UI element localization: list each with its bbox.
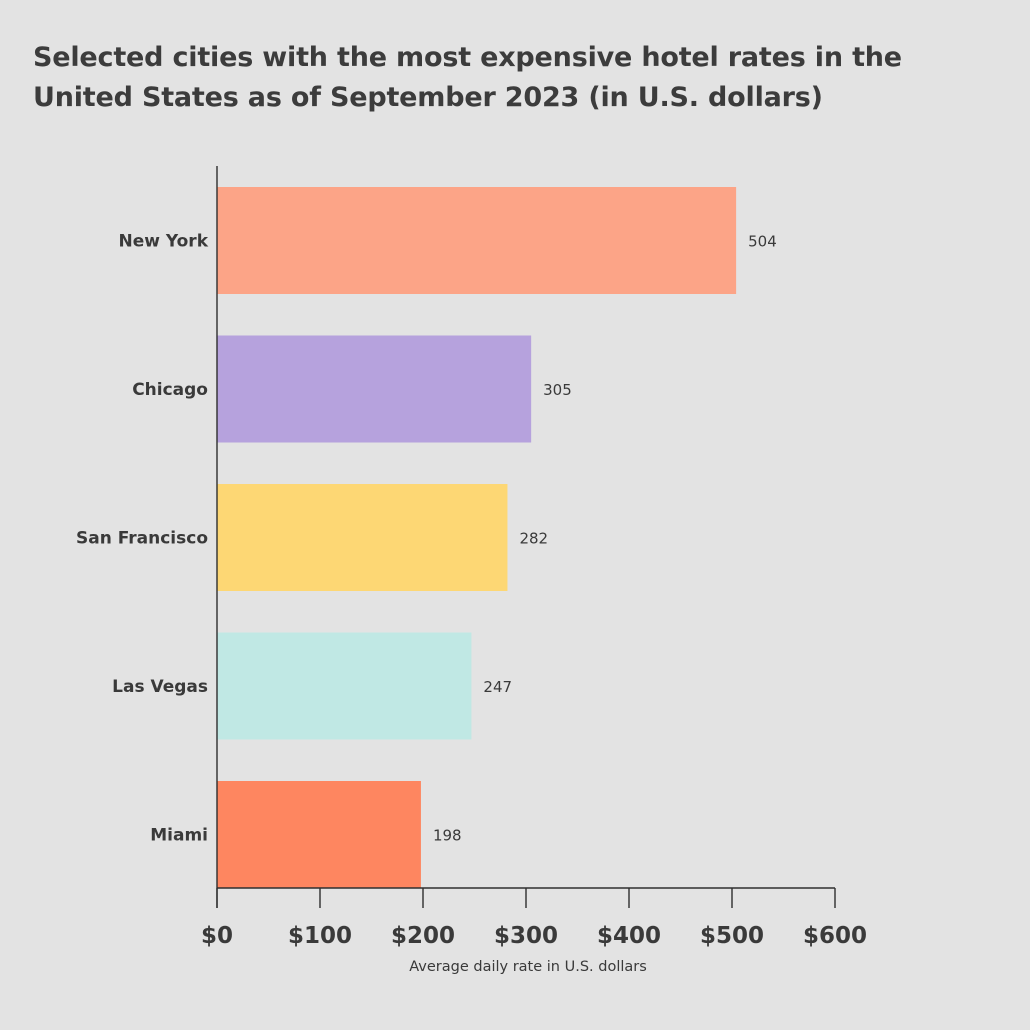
x-tick-label: $500 <box>700 923 764 949</box>
bar-miami <box>217 781 421 888</box>
category-label: Chicago <box>132 380 208 400</box>
x-tick-label: $600 <box>803 923 867 949</box>
x-tick-label: $200 <box>391 923 455 949</box>
axes-layer <box>216 166 836 908</box>
category-label: New York <box>119 232 209 252</box>
bars-layer <box>217 187 737 888</box>
chart-title: Selected cities with the most expensive … <box>33 42 902 113</box>
bar-san-francisco <box>217 484 508 591</box>
category-label: San Francisco <box>76 529 208 549</box>
value-label: 504 <box>748 233 777 251</box>
x-tick-label: $300 <box>494 923 558 949</box>
x-axis-title: Average daily rate in U.S. dollars <box>409 959 647 975</box>
value-label: 282 <box>519 530 548 548</box>
bar-new-york <box>217 187 737 294</box>
labels-layer: New York 504 Chicago 305 San Francisco 282 Las… <box>76 232 867 950</box>
category-label: Las Vegas <box>112 677 208 697</box>
x-tick-label: $100 <box>288 923 352 949</box>
category-label: Miami <box>150 826 208 846</box>
bar-las-vegas <box>217 632 472 740</box>
value-label: 305 <box>543 381 572 399</box>
value-label: 247 <box>483 678 512 696</box>
x-tick-label: $0 <box>201 923 233 949</box>
bar-chicago <box>217 335 532 443</box>
x-tick-label: $400 <box>597 923 661 949</box>
value-label: 198 <box>433 827 462 845</box>
